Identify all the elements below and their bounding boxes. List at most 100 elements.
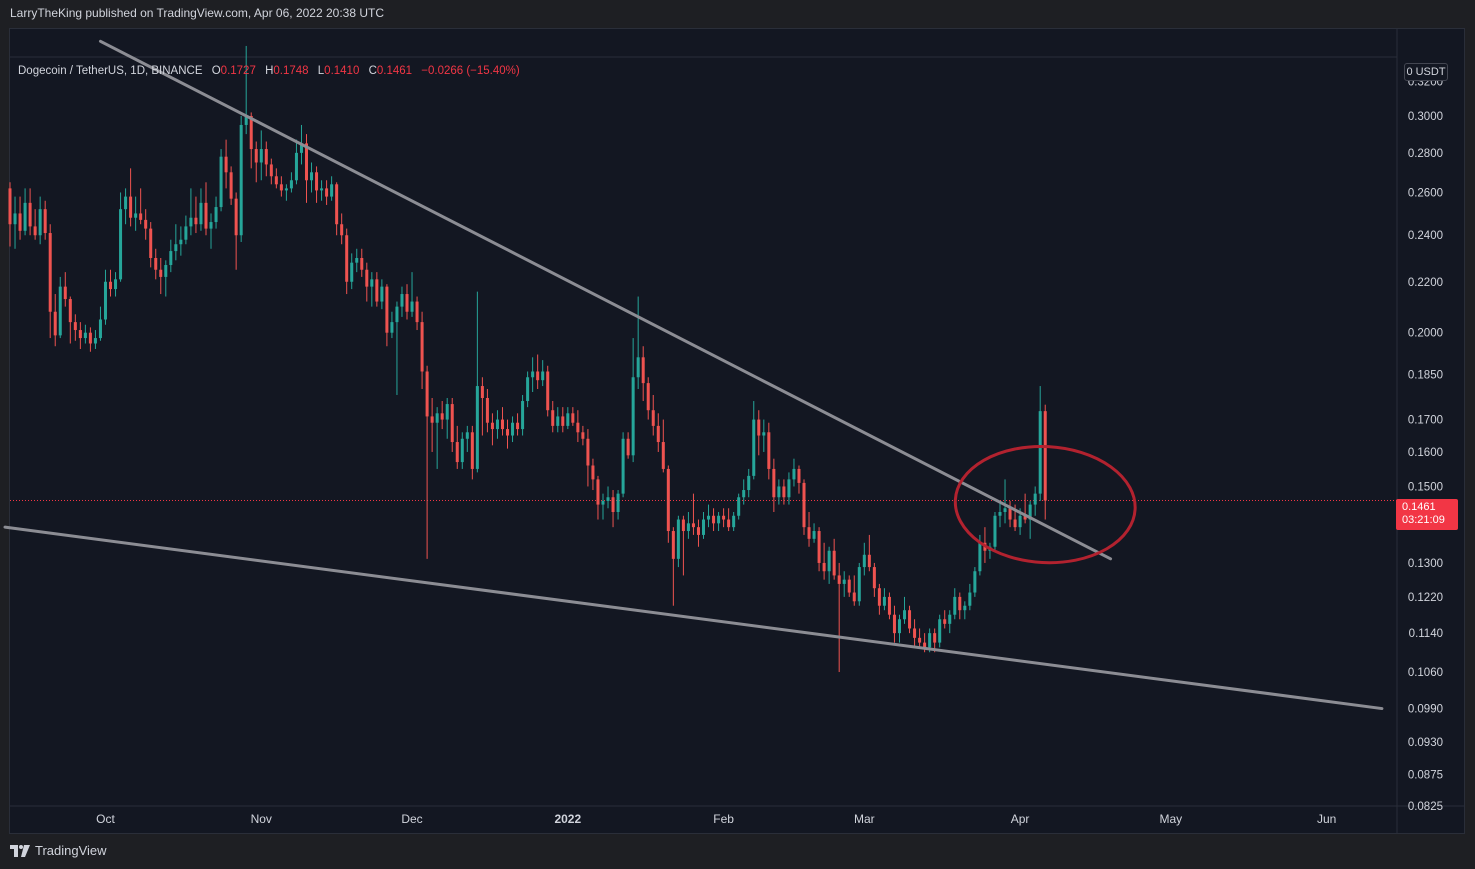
candle-body xyxy=(415,301,419,323)
candle-body xyxy=(943,619,947,624)
x-tick-label: Apr xyxy=(1011,812,1030,826)
candle-body xyxy=(691,523,695,528)
high-label: H xyxy=(265,65,274,77)
brand-label: TradingView xyxy=(35,843,107,858)
candle-body xyxy=(154,257,158,270)
candle-body xyxy=(511,422,515,436)
candle-body xyxy=(681,519,685,532)
candle-body xyxy=(561,416,565,426)
candle-body xyxy=(73,322,77,331)
currency-button[interactable]: 0 USDT xyxy=(1404,63,1448,81)
candle-body xyxy=(209,222,213,229)
y-tick-label: 0.0930 xyxy=(1408,737,1443,749)
y-tick-label: 0.1140 xyxy=(1409,628,1443,640)
axis-layer: 0.32000.30000.28000.26000.24000.22000.20… xyxy=(96,76,1443,826)
candle-body xyxy=(596,479,600,505)
candle-body xyxy=(541,371,545,381)
candle-body xyxy=(224,156,228,173)
candle-body xyxy=(254,149,258,163)
candle-body xyxy=(701,519,706,535)
candle-body xyxy=(993,515,997,547)
candle-body xyxy=(48,233,52,312)
candle-body xyxy=(18,213,22,231)
candle-body xyxy=(445,404,449,420)
candle-body xyxy=(717,515,721,524)
candle-body xyxy=(8,188,12,225)
candle-body xyxy=(134,213,138,218)
candle-body xyxy=(435,413,439,423)
candle-body xyxy=(460,438,464,463)
y-tick-label: 0.1220 xyxy=(1408,592,1443,604)
candle-body xyxy=(526,377,530,402)
candle-body xyxy=(420,322,424,372)
candle-body xyxy=(355,257,359,263)
candle-body xyxy=(646,383,650,411)
candle-body xyxy=(923,642,927,648)
candle-body xyxy=(405,294,409,312)
candle-body xyxy=(400,294,404,307)
candle-body xyxy=(802,482,806,528)
last-price-tag: 0.1461 03:21:09 xyxy=(1396,499,1458,530)
candle-body xyxy=(887,596,891,615)
candle-layer xyxy=(8,45,1047,673)
candle-body xyxy=(928,633,932,648)
candle-body xyxy=(78,330,82,339)
candle-body xyxy=(576,422,580,433)
candle-body xyxy=(38,209,42,236)
footer-brand[interactable]: TradingView xyxy=(10,843,107,858)
candle-body xyxy=(1043,411,1047,501)
candle-body xyxy=(953,596,957,615)
candle-body xyxy=(822,562,826,572)
candle-body xyxy=(611,497,615,513)
close-label: C xyxy=(368,65,377,77)
candle-body xyxy=(1008,508,1012,520)
candle-body xyxy=(88,332,92,344)
candle-body xyxy=(470,432,474,469)
candle-body xyxy=(28,202,32,227)
candle-body xyxy=(686,523,690,532)
candle-body xyxy=(475,386,479,469)
candle-body xyxy=(204,202,208,229)
x-tick-label: Feb xyxy=(713,812,734,826)
highlight-ellipse xyxy=(953,444,1137,565)
candle-body xyxy=(219,156,223,208)
candle-body xyxy=(239,124,243,236)
candle-body xyxy=(546,371,550,411)
candle-body xyxy=(872,567,876,589)
candle-body xyxy=(712,515,716,524)
bar-countdown: 03:21:09 xyxy=(1402,514,1445,526)
y-tick-label: 0.2600 xyxy=(1408,187,1443,199)
candle-body xyxy=(777,486,781,498)
candle-body xyxy=(480,386,484,398)
candle-body xyxy=(103,281,107,320)
candle-body xyxy=(284,188,288,191)
candle-body xyxy=(797,468,801,483)
candle-body xyxy=(43,209,47,234)
symbol-label[interactable]: Dogecoin / TetherUS, 1D, BINANCE xyxy=(18,65,203,77)
candle-body xyxy=(500,419,504,430)
change-value: −0.0266 (−15.40%) xyxy=(421,65,520,77)
candle-body xyxy=(641,357,645,384)
candle-body xyxy=(63,286,67,300)
candle-body xyxy=(963,605,967,611)
candle-body xyxy=(455,442,459,463)
candle-body xyxy=(958,596,962,611)
candle-body xyxy=(345,235,349,282)
trendline-lower-support xyxy=(3,525,1384,711)
x-tick-label: Dec xyxy=(401,812,422,826)
candle-body xyxy=(440,413,444,420)
candle-body xyxy=(566,413,570,426)
candle-body xyxy=(304,143,309,181)
tradingview-logo-icon xyxy=(10,844,30,857)
candle-body xyxy=(375,279,379,302)
x-tick-label: 2022 xyxy=(554,812,581,826)
candle-body xyxy=(1033,493,1037,505)
candle-body xyxy=(395,306,399,323)
candle-body xyxy=(465,432,469,439)
candle-body xyxy=(782,486,786,498)
candle-body xyxy=(23,202,27,231)
candle-body xyxy=(897,619,901,634)
candle-body xyxy=(129,196,133,218)
candle-body xyxy=(385,286,389,333)
